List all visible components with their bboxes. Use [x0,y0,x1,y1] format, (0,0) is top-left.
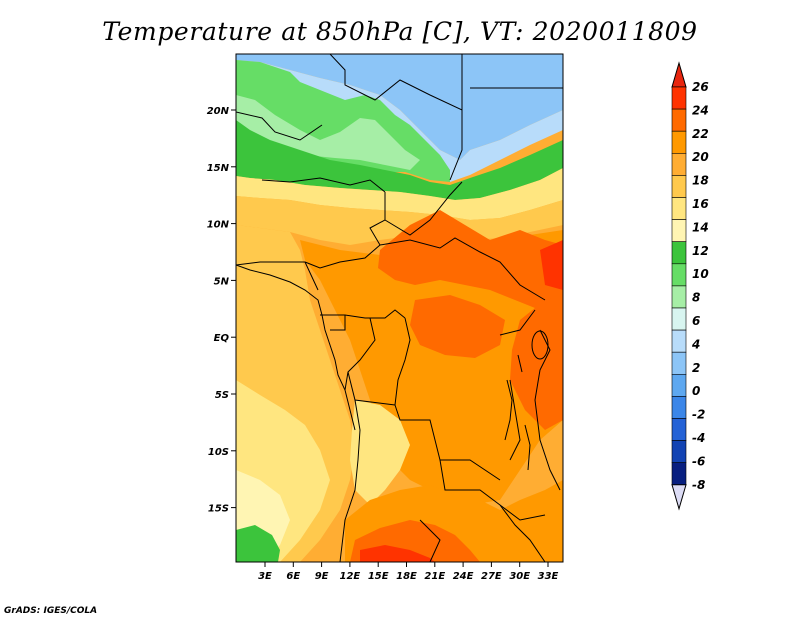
lon-tick-label: 9E [315,571,329,582]
lon-tick-label: 12E [340,571,361,582]
colorbar-label: 0 [692,384,700,398]
lon-tick-label: 24E [453,571,474,582]
colorbar-segment [671,351,687,375]
grads-credit: GrADS: IGES/COLA [4,606,97,616]
colorbar-segment [671,285,687,309]
colorbar-segment [671,373,687,397]
colorbar-label: 26 [692,80,709,94]
lon-tick-label: 30E [509,571,530,582]
colorbar-segment [671,329,687,353]
colorbar-segment [671,241,687,265]
colorbar-label: -2 [692,408,705,422]
field-gold-band [236,196,563,245]
colorbar-label: -8 [692,478,705,492]
field-plateau-yellow [350,400,410,505]
colorbar-top-arrow [671,61,687,88]
field-hot-east [510,295,563,430]
colorbar-label: 16 [692,197,709,211]
map-title: Temperature at 850hPa [C], VT: 202001180… [102,17,697,46]
colorbar-label: 14 [692,220,709,234]
lat-tick-label: 15N [207,163,230,174]
lon-tick-label: 21E [424,571,445,582]
temperature-field [236,54,563,562]
colorbar-label: 12 [692,244,709,258]
field-red-east [540,240,563,290]
colorbar-segment [671,418,687,441]
colorbar-bottom-arrow [671,484,687,511]
colorbar-label: 8 [692,291,700,305]
latitude-axis: 20N 15N 10N 5N EQ 5S 10S 15S [207,106,236,515]
colorbar-label: 10 [692,267,709,281]
lat-tick-label: 5S [215,390,229,401]
lon-tick-label: 6E [286,571,300,582]
colorbar-segment [671,440,687,464]
colorbar-segment [671,86,687,110]
colorbar-label: 24 [692,103,709,117]
colorbar-segment [671,396,687,419]
lat-tick-label: 20N [207,106,230,117]
colorbar-segment [671,130,687,154]
lat-tick-label: 10S [208,447,229,458]
colorbar-segment [671,175,687,198]
field-orange-core [300,230,563,505]
lakes [504,330,549,471]
field-dark-green [236,120,563,200]
field-hot-north [378,210,563,310]
lat-tick-label: 10N [207,220,230,231]
colorbar-label: -6 [692,454,705,468]
colorbar-label: 22 [692,127,709,141]
field-yellow-band [236,168,563,220]
colorbar-label: 20 [692,150,709,164]
colorbar-label: 6 [692,314,700,328]
colorbar-segment [671,153,687,176]
lon-tick-label: 3E [258,571,272,582]
colorbar-segment [671,219,687,243]
colorbar-segment [671,462,687,486]
colorbar-label: 2 [692,361,700,375]
country-borders [236,54,563,562]
field-south-red [360,545,435,562]
colorbar-segment [671,263,687,287]
lon-tick-label: 33E [538,571,559,582]
lat-tick-label: 15S [208,504,229,515]
field-cold-blue [236,54,563,160]
map-frame [235,53,564,563]
longitude-axis: 3E 6E 9E 12E 15E 18E 21E 24E 27E 30E 33E [258,562,559,582]
lat-tick-label: EQ [214,333,230,344]
colorbar-label: 18 [692,174,709,188]
colorbar-segment [671,307,687,331]
lat-tick-label: 5N [214,276,230,287]
colorbar-label: 4 [691,337,700,351]
colorbar-segment [671,197,687,220]
coastline [236,264,356,431]
colorbar-label: -4 [692,431,705,445]
colorbar-segment [671,108,687,132]
lon-tick-label: 15E [368,571,389,582]
field-pale-green [236,95,420,170]
lon-tick-label: 18E [396,571,417,582]
field-hot-center [410,295,505,358]
lon-tick-label: 27E [481,571,502,582]
field-southwest-green [236,525,280,562]
